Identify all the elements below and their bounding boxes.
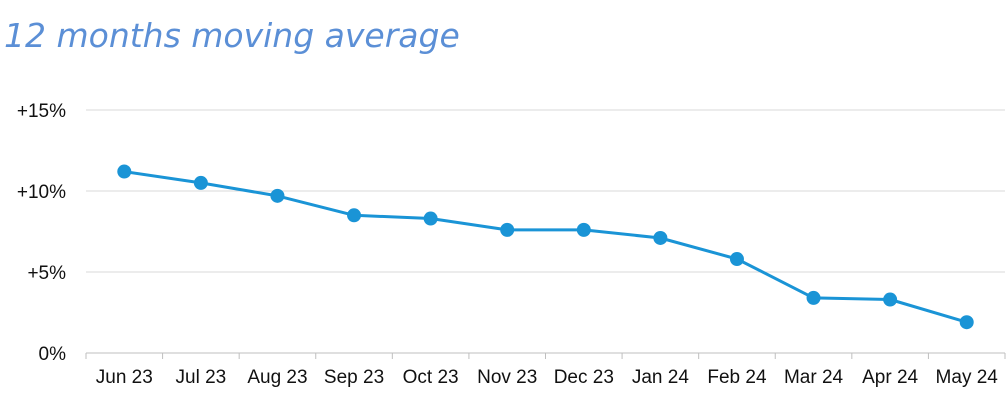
- data-point: [576, 222, 591, 237]
- gridlines: [86, 109, 1005, 273]
- data-point: [270, 188, 285, 203]
- x-tick-label: Dec 23: [554, 367, 614, 388]
- x-tick-label: Oct 23: [403, 367, 459, 388]
- series-line: [124, 170, 968, 324]
- x-tick-label: Jun 23: [96, 367, 153, 388]
- y-tick-label: 0%: [39, 344, 67, 365]
- series: [117, 164, 974, 330]
- chart-title: 12 months moving average: [4, 16, 460, 55]
- y-tick-label: +15%: [17, 101, 66, 122]
- data-point: [423, 211, 438, 226]
- data-point: [959, 315, 974, 330]
- x-tick-label: Nov 23: [477, 367, 537, 388]
- data-point: [806, 290, 821, 305]
- x-tick-labels: Jun 23 Jul 23 Aug 23 Sep 23 Oct 23 Nov 23 Dec …: [96, 367, 999, 388]
- y-tick-labels: 0% +5% +10% +15%: [17, 101, 66, 365]
- x-tick-label: Feb 24: [707, 367, 767, 388]
- data-point: [117, 164, 132, 179]
- x-tick-label: Jul 23: [176, 367, 227, 388]
- x-tick-label: Apr 24: [862, 367, 918, 388]
- data-point: [883, 292, 898, 307]
- data-point: [347, 208, 362, 223]
- y-tick-label: +5%: [27, 263, 66, 284]
- data-point: [729, 252, 744, 267]
- x-tick-label: Aug 23: [247, 367, 307, 388]
- data-point: [193, 175, 208, 190]
- x-tick-label: Jan 24: [632, 367, 689, 388]
- y-tick-label: +10%: [17, 182, 66, 203]
- data-point: [653, 230, 668, 245]
- x-axis: [85, 352, 1006, 359]
- x-tick-label: May 24: [936, 367, 999, 388]
- x-tick-label: Sep 23: [324, 367, 384, 388]
- data-point: [500, 222, 515, 237]
- x-tick-label: Mar 24: [784, 367, 844, 388]
